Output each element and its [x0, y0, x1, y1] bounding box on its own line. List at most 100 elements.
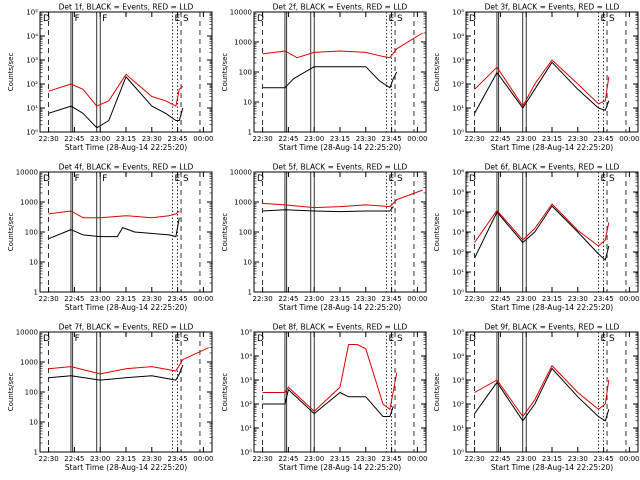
- chart-title: Det 3f, BLACK = Events, RED = LLD: [485, 3, 620, 12]
- series-line-lld: [48, 347, 209, 375]
- y-tick-label: 10000: [16, 329, 38, 337]
- segment-label: F: [102, 14, 107, 24]
- x-tick-label: 22:30: [465, 455, 485, 463]
- y-tick-label: 10¹: [26, 105, 38, 113]
- x-tick-label: 23:30: [568, 455, 588, 463]
- segment-label: D: [469, 14, 476, 24]
- segment-label: S: [397, 14, 403, 24]
- x-tick-label: 23:00: [304, 455, 324, 463]
- x-tick-label: 00:00: [407, 295, 427, 303]
- x-tick-label: 23:00: [516, 135, 536, 143]
- x-tick-label: 22:30: [253, 455, 273, 463]
- series-line-events: [262, 389, 394, 417]
- y-tick-label: 10¹: [452, 425, 464, 433]
- segment-label: D: [43, 174, 50, 184]
- y-tick-label: 10²: [452, 81, 464, 89]
- chart-panel-2: Det 2f, BLACK = Events, RED = LLD D E S 1 10 1…: [221, 3, 427, 153]
- chart-title: Det 8f, BLACK = Events, RED = LLD: [273, 323, 408, 332]
- chart-title: Det 9f, BLACK = Events, RED = LLD: [485, 323, 620, 332]
- segment-label: E: [600, 14, 606, 24]
- series-line-events: [48, 217, 180, 240]
- x-tick-label: 00:00: [407, 135, 427, 143]
- x-tick-label: 23:15: [330, 135, 350, 143]
- x-tick-label: 00:00: [193, 135, 213, 143]
- y-tick-label: 10³: [240, 377, 252, 385]
- chart-title: Det 4f, BLACK = Events, RED = LLD: [59, 163, 194, 172]
- chart-panel-4: Det 4f, BLACK = Events, RED = LLD D F F E S 1 1…: [7, 163, 213, 313]
- y-tick-label: 10⁵: [452, 329, 464, 337]
- y-tick-label: 10³: [26, 57, 38, 65]
- y-tick-label: 10²: [26, 81, 38, 89]
- series-line-events: [48, 76, 184, 129]
- segment-label: F: [75, 174, 80, 184]
- segment-label: S: [609, 334, 615, 344]
- y-tick-label: 10⁵: [452, 189, 464, 197]
- segment-label: S: [183, 174, 189, 184]
- x-axis-label: Start Time (28-Aug-14 22:25:20): [279, 303, 401, 312]
- chart-title: Det 2f, BLACK = Events, RED = LLD: [273, 3, 408, 12]
- x-tick-label: 00:00: [619, 135, 639, 143]
- chart-panel-5: Det 5f, BLACK = Events, RED = LLD D E S 1 10 1…: [221, 163, 427, 313]
- series-line-lld: [262, 32, 423, 59]
- y-tick-label: 1000: [234, 39, 252, 47]
- x-tick-label: 23:00: [516, 295, 536, 303]
- x-tick-label: 22:45: [64, 455, 84, 463]
- chart-panel-1: Det 1f, BLACK = Events, RED = LLD D F F E S 10…: [7, 3, 213, 153]
- x-tick-label: 22:45: [490, 135, 510, 143]
- y-tick-label: 10³: [452, 229, 464, 237]
- x-tick-label: 22:45: [490, 295, 510, 303]
- segment-label: D: [469, 174, 476, 184]
- segment-label: E: [600, 174, 606, 184]
- x-axis-label: Start Time (28-Aug-14 22:25:20): [491, 303, 613, 312]
- segment-label: D: [257, 174, 264, 184]
- x-tick-label: 23:00: [304, 295, 324, 303]
- segment-label: F: [75, 334, 80, 344]
- y-tick-label: 100: [239, 69, 252, 77]
- x-tick-label: 22:45: [278, 295, 298, 303]
- x-tick-label: 23:00: [516, 455, 536, 463]
- segment-label: E: [174, 334, 180, 344]
- y-tick-label: 10¹: [452, 269, 464, 277]
- segment-label: S: [397, 334, 403, 344]
- x-tick-label: 23:45: [594, 135, 614, 143]
- series-line-events: [262, 66, 398, 89]
- x-tick-label: 23:30: [356, 455, 376, 463]
- y-tick-label: 1000: [20, 359, 38, 367]
- x-tick-label: 23:00: [90, 135, 110, 143]
- series-line-events: [262, 206, 394, 213]
- y-tick-label: 10⁵: [26, 9, 38, 17]
- y-tick-label: 10⁰: [240, 449, 252, 457]
- segment-label: S: [609, 14, 615, 24]
- segment-label: E: [174, 14, 180, 24]
- y-tick-label: 10³: [452, 57, 464, 65]
- x-tick-label: 22:45: [278, 455, 298, 463]
- y-tick-label: 100: [239, 229, 252, 237]
- x-axis-label: Start Time (28-Aug-14 22:25:20): [65, 463, 187, 472]
- x-tick-label: 22:30: [465, 135, 485, 143]
- series-line-events: [474, 61, 610, 114]
- x-tick-label: 22:30: [253, 295, 273, 303]
- x-tick-label: 22:30: [39, 295, 59, 303]
- y-tick-label: 100: [25, 229, 38, 237]
- y-tick-label: 10⁵: [240, 329, 252, 337]
- x-tick-label: 23:45: [168, 455, 188, 463]
- y-axis-label: Counts/sec: [221, 213, 229, 252]
- segment-label: D: [43, 334, 50, 344]
- series-line-events: [474, 205, 610, 261]
- x-tick-label: 22:30: [465, 295, 485, 303]
- x-tick-label: 23:30: [568, 135, 588, 143]
- x-axis-label: Start Time (28-Aug-14 22:25:20): [65, 143, 187, 152]
- x-tick-label: 00:00: [407, 455, 427, 463]
- plot-frame: [39, 331, 213, 453]
- x-tick-label: 00:00: [193, 455, 213, 463]
- x-tick-label: 22:45: [64, 295, 84, 303]
- x-tick-label: 23:15: [330, 295, 350, 303]
- x-tick-label: 23:45: [382, 455, 402, 463]
- x-tick-label: 23:15: [542, 135, 562, 143]
- y-tick-label: 10⁰: [452, 129, 464, 137]
- y-tick-label: 10²: [452, 249, 464, 257]
- x-tick-label: 23:45: [594, 295, 614, 303]
- series-line-events: [48, 364, 184, 381]
- chart-panel-6: Det 6f, BLACK = Events, RED = LLD D E S 10⁰ 1…: [433, 163, 639, 313]
- segment-label: E: [600, 334, 606, 344]
